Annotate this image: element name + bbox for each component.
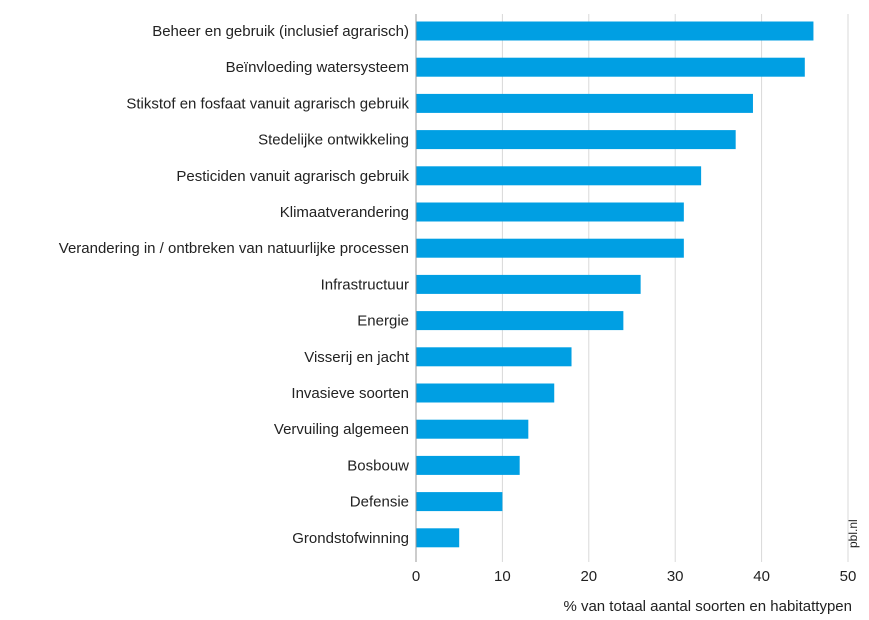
category-label: Grondstofwinning — [292, 530, 409, 547]
category-label: Visserij en jacht — [304, 349, 410, 366]
category-label: Pesticiden vanuit agrarisch gebruik — [176, 168, 409, 185]
bars — [416, 21, 814, 548]
category-label: Bosbouw — [347, 457, 409, 474]
x-tick-labels: 0 10 20 30 40 50 — [412, 568, 857, 585]
category-label: Beïnvloeding watersysteem — [226, 59, 409, 76]
bar — [416, 492, 503, 512]
category-label: Beheer en gebruik (inclusief agrarisch) — [152, 23, 409, 40]
x-tick-label: 40 — [753, 568, 770, 585]
bar — [416, 238, 684, 258]
x-tick-label: 0 — [412, 568, 420, 585]
bar — [416, 347, 572, 367]
bar — [416, 455, 520, 475]
category-label: Energie — [357, 313, 409, 330]
source-watermark: pbl.nl — [846, 519, 860, 548]
x-tick-label: 50 — [840, 568, 857, 585]
bar — [416, 21, 814, 41]
bar — [416, 311, 624, 331]
bar — [416, 166, 702, 186]
category-label: Klimaatverandering — [280, 204, 409, 221]
category-label: Defensie — [350, 494, 409, 511]
x-tick-label: 10 — [494, 568, 511, 585]
category-label: Stedelijke ontwikkeling — [258, 132, 409, 149]
bar — [416, 57, 805, 77]
category-label: Verandering in / ontbreken van natuurlij… — [59, 240, 409, 257]
bar — [416, 93, 753, 113]
category-labels: Beheer en gebruik (inclusief agrarisch) B… — [59, 23, 410, 547]
category-label: Infrastructuur — [321, 276, 409, 293]
bar — [416, 383, 555, 403]
bar — [416, 202, 684, 222]
x-tick-label: 20 — [580, 568, 597, 585]
category-label: Vervuiling algemeen — [274, 421, 409, 438]
category-label: Invasieve soorten — [291, 385, 409, 402]
bar — [416, 274, 641, 294]
bar — [416, 528, 460, 548]
bar — [416, 419, 529, 439]
category-label: Stikstof en fosfaat vanuit agrarisch geb… — [126, 95, 409, 112]
x-tick-label: 30 — [667, 568, 684, 585]
bar — [416, 130, 736, 150]
x-axis-title: % van totaal aantal soorten en habitatty… — [563, 598, 852, 615]
